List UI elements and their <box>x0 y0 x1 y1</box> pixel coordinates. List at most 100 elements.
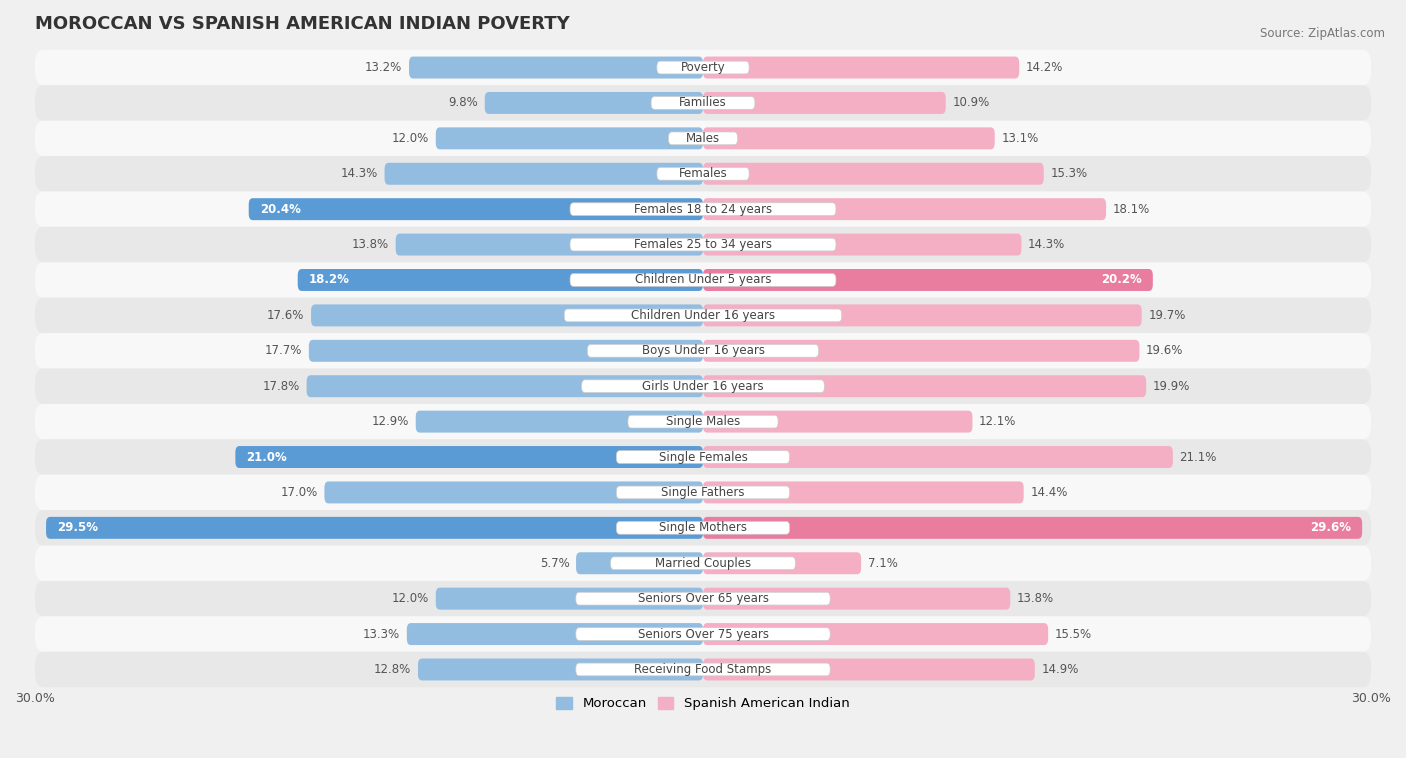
FancyBboxPatch shape <box>703 127 994 149</box>
Text: Males: Males <box>686 132 720 145</box>
FancyBboxPatch shape <box>416 411 703 433</box>
Text: Children Under 5 years: Children Under 5 years <box>634 274 772 287</box>
Text: 19.7%: 19.7% <box>1149 309 1185 322</box>
FancyBboxPatch shape <box>564 309 842 321</box>
FancyBboxPatch shape <box>298 269 703 291</box>
FancyBboxPatch shape <box>703 517 1362 539</box>
FancyBboxPatch shape <box>35 192 1371 227</box>
FancyBboxPatch shape <box>395 233 703 255</box>
Text: 12.0%: 12.0% <box>392 132 429 145</box>
Text: 14.9%: 14.9% <box>1042 663 1078 676</box>
FancyBboxPatch shape <box>576 663 830 676</box>
FancyBboxPatch shape <box>569 203 837 215</box>
Text: Single Males: Single Males <box>666 415 740 428</box>
Text: 18.2%: 18.2% <box>309 274 350 287</box>
FancyBboxPatch shape <box>703 553 860 575</box>
FancyBboxPatch shape <box>703 57 1019 79</box>
FancyBboxPatch shape <box>385 163 703 185</box>
Text: 10.9%: 10.9% <box>952 96 990 109</box>
FancyBboxPatch shape <box>610 557 796 569</box>
Legend: Moroccan, Spanish American Indian: Moroccan, Spanish American Indian <box>551 691 855 716</box>
Text: 14.2%: 14.2% <box>1026 61 1063 74</box>
FancyBboxPatch shape <box>703 446 1173 468</box>
Text: Receiving Food Stamps: Receiving Food Stamps <box>634 663 772 676</box>
Text: 14.3%: 14.3% <box>1028 238 1066 251</box>
Text: 12.9%: 12.9% <box>371 415 409 428</box>
FancyBboxPatch shape <box>703 587 1011 609</box>
FancyBboxPatch shape <box>703 411 973 433</box>
Text: Females 18 to 24 years: Females 18 to 24 years <box>634 202 772 216</box>
FancyBboxPatch shape <box>35 227 1371 262</box>
Text: Seniors Over 75 years: Seniors Over 75 years <box>637 628 769 641</box>
FancyBboxPatch shape <box>35 50 1371 85</box>
FancyBboxPatch shape <box>35 404 1371 440</box>
FancyBboxPatch shape <box>703 305 1142 327</box>
FancyBboxPatch shape <box>35 85 1371 121</box>
FancyBboxPatch shape <box>569 274 837 287</box>
FancyBboxPatch shape <box>436 127 703 149</box>
Text: Boys Under 16 years: Boys Under 16 years <box>641 344 765 357</box>
Text: 12.0%: 12.0% <box>392 592 429 605</box>
Text: Source: ZipAtlas.com: Source: ZipAtlas.com <box>1260 27 1385 39</box>
FancyBboxPatch shape <box>657 61 749 74</box>
FancyBboxPatch shape <box>703 375 1146 397</box>
Text: Single Mothers: Single Mothers <box>659 522 747 534</box>
FancyBboxPatch shape <box>703 623 1047 645</box>
Text: Children Under 16 years: Children Under 16 years <box>631 309 775 322</box>
Text: Married Couples: Married Couples <box>655 556 751 570</box>
Text: 13.8%: 13.8% <box>352 238 389 251</box>
FancyBboxPatch shape <box>668 132 738 145</box>
Text: 15.3%: 15.3% <box>1050 168 1087 180</box>
Text: 14.4%: 14.4% <box>1031 486 1067 499</box>
FancyBboxPatch shape <box>616 486 790 499</box>
FancyBboxPatch shape <box>588 344 818 357</box>
Text: 29.6%: 29.6% <box>1310 522 1351 534</box>
FancyBboxPatch shape <box>703 198 1107 220</box>
FancyBboxPatch shape <box>35 262 1371 298</box>
FancyBboxPatch shape <box>309 340 703 362</box>
FancyBboxPatch shape <box>235 446 703 468</box>
FancyBboxPatch shape <box>576 592 830 605</box>
Text: 21.1%: 21.1% <box>1180 450 1218 464</box>
FancyBboxPatch shape <box>436 587 703 609</box>
Text: Females: Females <box>679 168 727 180</box>
FancyBboxPatch shape <box>311 305 703 327</box>
FancyBboxPatch shape <box>35 616 1371 652</box>
FancyBboxPatch shape <box>703 340 1139 362</box>
Text: Single Fathers: Single Fathers <box>661 486 745 499</box>
Text: 20.4%: 20.4% <box>260 202 301 216</box>
Text: MOROCCAN VS SPANISH AMERICAN INDIAN POVERTY: MOROCCAN VS SPANISH AMERICAN INDIAN POVE… <box>35 15 569 33</box>
Text: 18.1%: 18.1% <box>1112 202 1150 216</box>
FancyBboxPatch shape <box>307 375 703 397</box>
FancyBboxPatch shape <box>35 121 1371 156</box>
Text: 17.0%: 17.0% <box>281 486 318 499</box>
Text: 17.6%: 17.6% <box>267 309 304 322</box>
FancyBboxPatch shape <box>703 659 1035 681</box>
FancyBboxPatch shape <box>616 522 790 534</box>
FancyBboxPatch shape <box>35 581 1371 616</box>
FancyBboxPatch shape <box>703 233 1021 255</box>
FancyBboxPatch shape <box>703 481 1024 503</box>
FancyBboxPatch shape <box>35 298 1371 333</box>
Text: 9.8%: 9.8% <box>449 96 478 109</box>
Text: 13.2%: 13.2% <box>366 61 402 74</box>
Text: 20.2%: 20.2% <box>1101 274 1142 287</box>
FancyBboxPatch shape <box>576 628 830 641</box>
Text: 14.3%: 14.3% <box>340 168 378 180</box>
Text: 5.7%: 5.7% <box>540 556 569 570</box>
FancyBboxPatch shape <box>35 652 1371 688</box>
FancyBboxPatch shape <box>35 510 1371 546</box>
Text: Females 25 to 34 years: Females 25 to 34 years <box>634 238 772 251</box>
FancyBboxPatch shape <box>35 156 1371 192</box>
FancyBboxPatch shape <box>35 546 1371 581</box>
Text: Families: Families <box>679 96 727 109</box>
Text: 13.8%: 13.8% <box>1017 592 1054 605</box>
FancyBboxPatch shape <box>485 92 703 114</box>
FancyBboxPatch shape <box>569 238 837 251</box>
FancyBboxPatch shape <box>249 198 703 220</box>
FancyBboxPatch shape <box>409 57 703 79</box>
Text: 7.1%: 7.1% <box>868 556 897 570</box>
Text: 21.0%: 21.0% <box>246 450 287 464</box>
FancyBboxPatch shape <box>418 659 703 681</box>
Text: 13.1%: 13.1% <box>1001 132 1039 145</box>
